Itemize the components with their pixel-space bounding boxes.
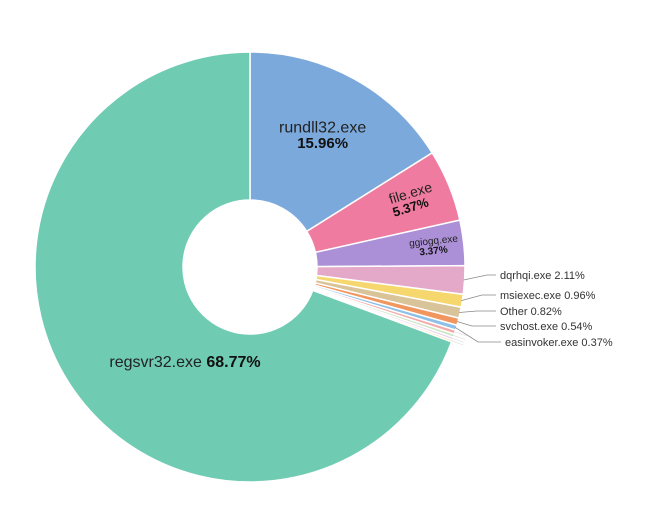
slice-labels: rundll32.exe15.96%file.exe5.37%ggiogq.ex… [109, 119, 612, 371]
leader-minor-8 [453, 331, 467, 336]
label-msiexec-exe: msiexec.exe 0.96% [500, 290, 596, 302]
slice-regsvr32-exe[interactable] [34, 51, 453, 483]
label-regsvr32-exe: regsvr32.exe 68.77% [109, 354, 260, 371]
donut-slices [34, 51, 466, 483]
label-svchost-exe: svchost.exe 0.54% [500, 321, 593, 333]
leader-other [459, 310, 496, 313]
label-regsvr32-exe-name: regsvr32.exe [109, 354, 206, 371]
leader-svchost-exe [456, 321, 496, 327]
leader-dqrhqi-exe [463, 274, 496, 281]
leader-easinvoker-exe [455, 327, 501, 343]
label-dqrhqi-exe: dqrhqi.exe 2.11% [500, 270, 585, 282]
slice-rundll32-exe[interactable] [249, 51, 434, 233]
leader-minor-10 [451, 337, 465, 343]
label-ggiogq-exe-value: 3.37% [419, 245, 448, 259]
label-regsvr32-exe-value: 68.77% [206, 354, 260, 371]
label-easinvoker-exe: easinvoker.exe 0.37% [505, 337, 613, 349]
leader-minor-9 [452, 335, 466, 340]
label-ggiogq-exe-name: ggiogq.exe [409, 233, 459, 249]
leader-msiexec-exe [461, 294, 496, 302]
leader-lines [450, 274, 501, 346]
label-other: Other 0.82% [500, 306, 562, 318]
label-rundll32-exe-value: 15.96% [297, 135, 348, 152]
leader-minor-11 [450, 340, 464, 346]
label-rundll32-exe-name: rundll32.exe [279, 119, 366, 136]
